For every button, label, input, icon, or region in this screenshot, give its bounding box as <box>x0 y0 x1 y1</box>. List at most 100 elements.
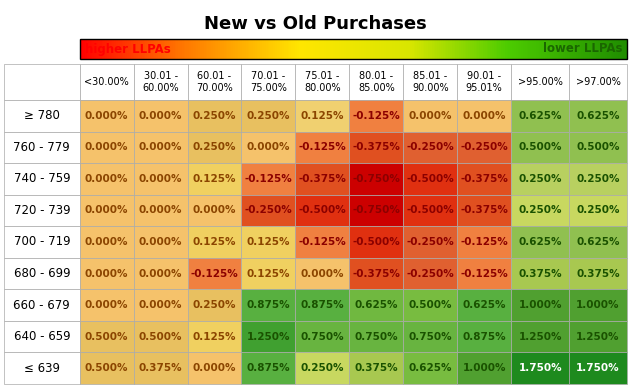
Bar <box>569 100 627 132</box>
Bar <box>186 39 187 59</box>
Bar <box>269 39 271 59</box>
Bar <box>350 163 403 195</box>
Bar <box>266 39 268 59</box>
Bar <box>297 39 299 59</box>
Text: 680 - 699: 680 - 699 <box>13 267 70 280</box>
Text: 0.750%: 0.750% <box>300 332 345 342</box>
Bar <box>196 39 198 59</box>
Bar <box>4 163 80 195</box>
Text: -0.375%: -0.375% <box>460 174 508 184</box>
Bar <box>304 39 306 59</box>
Bar <box>509 39 510 59</box>
Text: 1.750%: 1.750% <box>518 363 562 373</box>
Bar <box>457 132 511 163</box>
Bar <box>151 39 153 59</box>
Bar <box>457 195 511 226</box>
Text: 0.125%: 0.125% <box>300 111 344 121</box>
Bar <box>403 100 457 132</box>
Bar <box>511 163 569 195</box>
Text: -0.125%: -0.125% <box>245 174 292 184</box>
Bar <box>134 64 187 100</box>
Bar <box>187 321 242 352</box>
Text: 1.000%: 1.000% <box>463 363 506 373</box>
Bar <box>131 39 133 59</box>
Bar <box>366 39 368 59</box>
Bar <box>616 39 618 59</box>
Bar <box>156 39 158 59</box>
Bar <box>567 39 569 59</box>
Bar <box>200 39 202 59</box>
Bar <box>457 39 459 59</box>
Bar <box>327 39 330 59</box>
Bar <box>242 163 295 195</box>
Bar <box>155 39 156 59</box>
Bar <box>569 64 627 100</box>
Text: 0.125%: 0.125% <box>192 174 236 184</box>
Bar <box>134 289 187 321</box>
Bar <box>295 258 350 289</box>
Bar <box>295 195 350 226</box>
Bar <box>182 39 184 59</box>
Bar <box>543 39 545 59</box>
Bar <box>499 39 501 59</box>
Bar <box>193 39 195 59</box>
Bar <box>118 39 120 59</box>
Bar <box>145 39 148 59</box>
Bar <box>394 39 396 59</box>
Text: 0.250%: 0.250% <box>300 363 344 373</box>
Bar <box>427 39 428 59</box>
Bar <box>194 39 197 59</box>
Text: >97.00%: >97.00% <box>575 77 620 87</box>
Bar <box>211 39 213 59</box>
Text: -0.125%: -0.125% <box>298 237 346 247</box>
Bar <box>80 163 134 195</box>
Bar <box>562 39 563 59</box>
Bar <box>497 39 500 59</box>
Bar <box>295 163 350 195</box>
Text: 660 - 679: 660 - 679 <box>13 299 70 312</box>
Bar <box>510 39 512 59</box>
Bar <box>563 39 565 59</box>
Bar <box>618 39 620 59</box>
Bar <box>245 39 248 59</box>
Text: -0.750%: -0.750% <box>353 205 400 215</box>
Bar <box>306 39 308 59</box>
Bar <box>321 39 322 59</box>
Bar <box>556 39 558 59</box>
Bar <box>529 39 531 59</box>
Bar <box>313 39 316 59</box>
Bar <box>208 39 209 59</box>
Bar <box>109 39 111 59</box>
Bar <box>375 39 377 59</box>
Bar <box>242 64 295 100</box>
Bar <box>435 39 437 59</box>
Bar <box>98 39 100 59</box>
Bar <box>517 39 519 59</box>
Bar <box>454 39 456 59</box>
Bar <box>229 39 232 59</box>
Bar <box>511 226 569 258</box>
Bar <box>403 163 457 195</box>
Bar <box>415 39 417 59</box>
Bar <box>251 39 253 59</box>
Text: 0.000%: 0.000% <box>408 111 452 121</box>
Bar <box>308 39 310 59</box>
Bar <box>81 39 83 59</box>
Bar <box>153 39 155 59</box>
Bar <box>587 39 589 59</box>
Bar <box>4 258 80 289</box>
Bar <box>233 39 235 59</box>
Bar <box>569 289 627 321</box>
Bar <box>392 39 394 59</box>
Bar <box>268 39 269 59</box>
Text: 1.000%: 1.000% <box>519 300 562 310</box>
Bar <box>339 39 341 59</box>
Bar <box>406 39 408 59</box>
Text: 0.250%: 0.250% <box>192 300 236 310</box>
Bar <box>485 39 487 59</box>
Bar <box>324 39 326 59</box>
Bar <box>516 39 517 59</box>
Text: -0.375%: -0.375% <box>460 205 508 215</box>
Bar <box>437 39 439 59</box>
Bar <box>457 163 511 195</box>
